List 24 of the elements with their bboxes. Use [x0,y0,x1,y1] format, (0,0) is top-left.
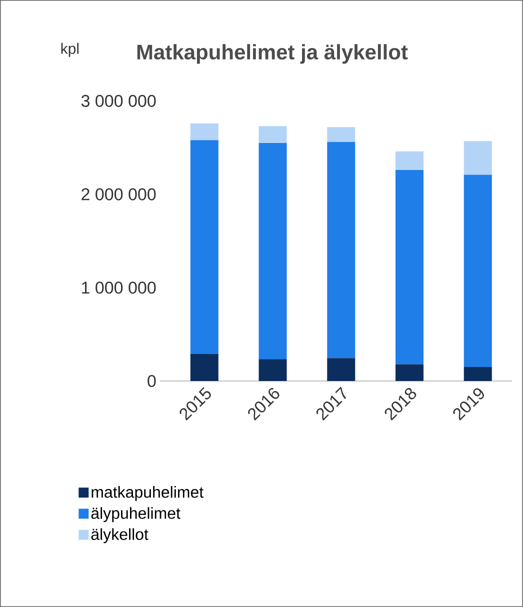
y-tick-label: 2 000 000 [82,188,156,200]
bar [464,141,492,175]
y-tick-label: 3 000 000 [81,94,156,107]
bar [327,142,356,358]
bar [258,142,287,360]
bar [396,151,424,170]
bar [258,359,287,382]
bar [464,367,492,382]
bar [396,170,424,364]
bar [464,174,492,368]
chart-title: Matkapuhelimet ja älykellot [137,44,408,64]
bar [190,140,218,354]
y-tick-label: 0 [148,375,156,388]
bar [258,126,287,143]
bar [396,364,424,382]
bar [190,123,218,140]
legend-label: älykellot [91,528,148,544]
y-tick-label: 1 000 000 [82,282,156,294]
legend-label: matkapuhelimet [92,486,204,501]
y-axis-title: kpl [61,42,79,57]
legend-label: älypuhelimet [91,507,180,522]
bar [190,354,218,382]
bar [327,358,356,382]
bar [327,127,356,142]
